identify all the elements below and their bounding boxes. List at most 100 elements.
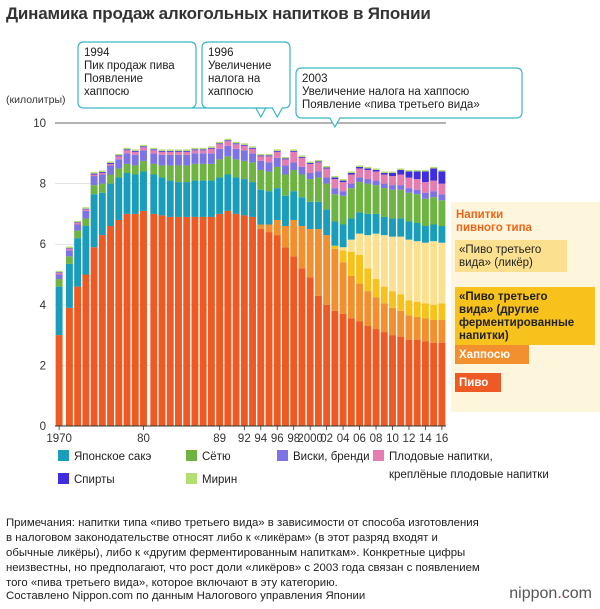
bar-shochu — [55, 279, 63, 287]
bar-beer — [273, 235, 281, 426]
bar-sake — [282, 195, 289, 227]
bar-happoshu — [314, 229, 322, 296]
bar-sake — [290, 191, 298, 220]
bar-happoshu — [265, 224, 273, 233]
bar-beer — [55, 335, 63, 426]
bar-shochu — [265, 171, 273, 192]
bar-spirits — [364, 168, 372, 170]
bar-sake — [216, 177, 224, 214]
bar-third_other — [389, 291, 396, 308]
bar-whisky — [421, 192, 429, 199]
bar-sake — [191, 180, 199, 217]
source-note: Составлено Nippon.com по данным Налогово… — [6, 590, 366, 602]
bar-sake — [140, 171, 147, 211]
x-tick-label: 2000 — [297, 433, 323, 445]
bar-mirin — [131, 149, 139, 151]
y-tick-label: 10 — [33, 118, 46, 130]
bar-sake — [232, 177, 240, 214]
bar-mirin — [347, 171, 355, 173]
bar-shochu — [166, 165, 174, 181]
bar-spirits — [405, 171, 413, 178]
bar-shochu — [224, 156, 232, 175]
series-label-box — [455, 287, 595, 345]
note: Примечания: напитки типа «пиво третьего … — [6, 516, 596, 591]
bar-whisky — [282, 165, 289, 175]
bar-shochu — [273, 166, 281, 189]
bar-mirin — [240, 143, 248, 145]
bar-beer — [339, 313, 347, 426]
bar-sake — [380, 216, 388, 236]
series-label-text: вида» (ликёр) — [459, 257, 533, 269]
bar-fruit — [207, 148, 215, 154]
bar-whisky — [356, 177, 364, 183]
bar-beer — [421, 341, 429, 426]
bar-fruit — [74, 222, 82, 225]
bar-whisky — [175, 154, 182, 166]
bar-beer — [123, 213, 131, 426]
legend-swatch — [373, 450, 384, 461]
bar-shochu — [123, 163, 131, 173]
legend-label: Японское сакэ — [74, 451, 151, 463]
x-tick-label: 14 — [419, 433, 432, 445]
nippon-logo: nippon.com — [509, 585, 592, 603]
bar-whisky — [183, 154, 191, 166]
series-label-text: Пиво — [459, 377, 488, 389]
bar-sake — [372, 213, 380, 234]
bar-third_other — [356, 254, 364, 284]
bar-whisky — [380, 183, 388, 189]
bar-spirits — [356, 166, 364, 169]
bar-beer — [347, 318, 355, 426]
bar-shochu — [397, 189, 405, 219]
bar-spirits — [347, 172, 355, 175]
bar-spirits — [140, 146, 147, 148]
bar-fruit — [115, 156, 123, 160]
bar-third_liqueur — [421, 242, 429, 304]
bar-shochu — [356, 182, 364, 213]
annotation-text: хаппосю — [208, 86, 254, 98]
bar-fruit — [140, 147, 147, 151]
bar-spirits — [232, 143, 240, 145]
bar-fruit — [249, 148, 257, 154]
bar-sake — [405, 221, 413, 240]
x-tick-label: 98 — [287, 433, 300, 445]
bar-happoshu — [356, 283, 364, 322]
annotation-text: 1994 — [84, 47, 110, 59]
bar-beer — [438, 342, 446, 426]
bar-third_liqueur — [364, 235, 372, 269]
legend-label: Сётю — [202, 451, 231, 463]
bar-mirin — [331, 176, 339, 178]
bar-spirits — [380, 172, 388, 175]
bar-fruit — [331, 179, 339, 189]
bar-fruit — [199, 150, 207, 154]
annotation-text: 1996 — [208, 47, 234, 59]
series-label-text: ферментированные — [459, 317, 574, 329]
bar-whisky — [389, 185, 396, 190]
bar-sake — [207, 180, 215, 217]
legend-swatch — [58, 473, 69, 484]
bar-fruit — [282, 159, 289, 166]
bar-beer — [380, 332, 388, 426]
bar-happoshu — [298, 226, 306, 269]
bar-shochu — [82, 218, 90, 227]
bar-fruit — [273, 151, 281, 158]
bar-shochu — [65, 256, 73, 264]
bar-whisky — [306, 172, 314, 180]
bar-mirin — [438, 169, 446, 172]
bar-spirits — [298, 156, 306, 158]
series-label-box — [455, 373, 501, 392]
bar-fruit — [55, 272, 63, 275]
series-label-box — [455, 345, 529, 364]
bar-spirits — [430, 168, 438, 181]
bar-whisky — [413, 189, 421, 195]
bar-mirin — [140, 144, 147, 147]
bar-mirin — [216, 141, 224, 144]
bar-whisky — [298, 166, 306, 175]
bar-happoshu — [430, 319, 438, 343]
bar-shochu — [199, 163, 207, 181]
bar-sake — [74, 238, 82, 287]
bar-fruit — [175, 151, 182, 155]
bar-shochu — [364, 183, 372, 214]
bar-happoshu — [290, 219, 298, 257]
bar-spirits — [115, 155, 123, 157]
bar-fruit — [191, 150, 199, 154]
